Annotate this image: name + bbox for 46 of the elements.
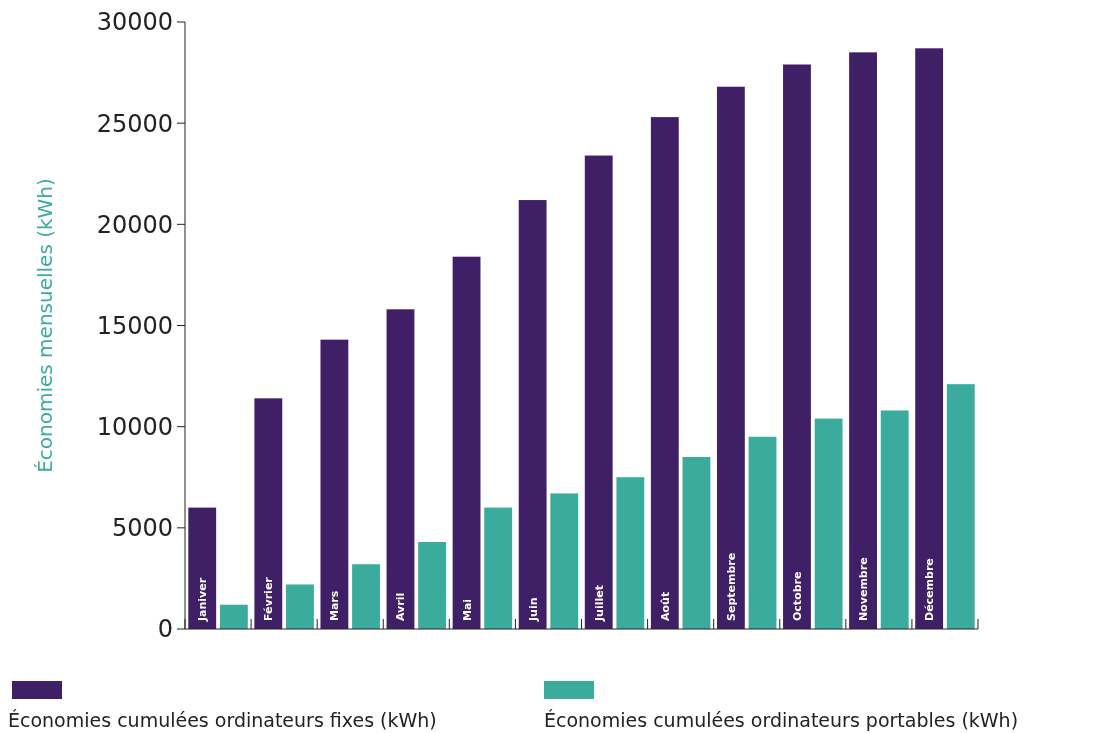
bar (682, 457, 711, 629)
bar (849, 52, 877, 629)
bar (286, 584, 314, 629)
x-tick-label: Août (658, 591, 672, 621)
x-tick-label: Novembre (857, 557, 871, 621)
bar (650, 117, 679, 629)
bar (452, 256, 481, 629)
bar (518, 200, 547, 629)
y-tick-label: 20000 (96, 210, 173, 239)
y-tick-label: 10000 (96, 413, 173, 442)
bar (386, 309, 415, 629)
bar (320, 339, 349, 629)
bar (616, 477, 645, 629)
bar (219, 604, 248, 629)
x-tick-label: Octobre (790, 571, 804, 621)
y-tick-label: 15000 (96, 311, 173, 340)
y-tick-label: 5000 (111, 514, 173, 543)
x-tick-label: Mars (328, 590, 342, 621)
bar (880, 410, 909, 629)
bar (484, 507, 513, 629)
bar (418, 542, 447, 629)
x-tick-label: Février (262, 576, 276, 621)
bar (783, 64, 811, 629)
x-tick-label: Juillet (592, 585, 606, 622)
x-tick-label: Décembre (923, 558, 937, 621)
bar (946, 384, 975, 629)
legend-label: Économies cumulées ordinateurs fixes (kWh) (8, 709, 437, 731)
y-tick-label: 30000 (96, 8, 173, 37)
x-tick-label: Septembre (724, 552, 738, 621)
bar (188, 507, 217, 629)
bar (254, 398, 283, 629)
bar (915, 48, 944, 629)
x-tick-label: Juin (526, 597, 540, 622)
bar (550, 493, 579, 629)
bar (748, 436, 777, 629)
x-tick-label: Mai (460, 598, 474, 621)
y-axis-title: Économies mensuelles (kWh) (33, 178, 57, 473)
bar (584, 155, 613, 629)
x-tick-label: Janiver (196, 577, 210, 622)
y-tick-label: 0 (157, 615, 173, 644)
bar (352, 564, 380, 629)
y-tick-label: 25000 (96, 109, 173, 138)
bar (716, 86, 745, 629)
bar (814, 418, 843, 629)
legend-label: Économies cumulées ordinateurs portables (kWh) (544, 709, 1019, 731)
x-tick-label: Avril (394, 592, 408, 621)
